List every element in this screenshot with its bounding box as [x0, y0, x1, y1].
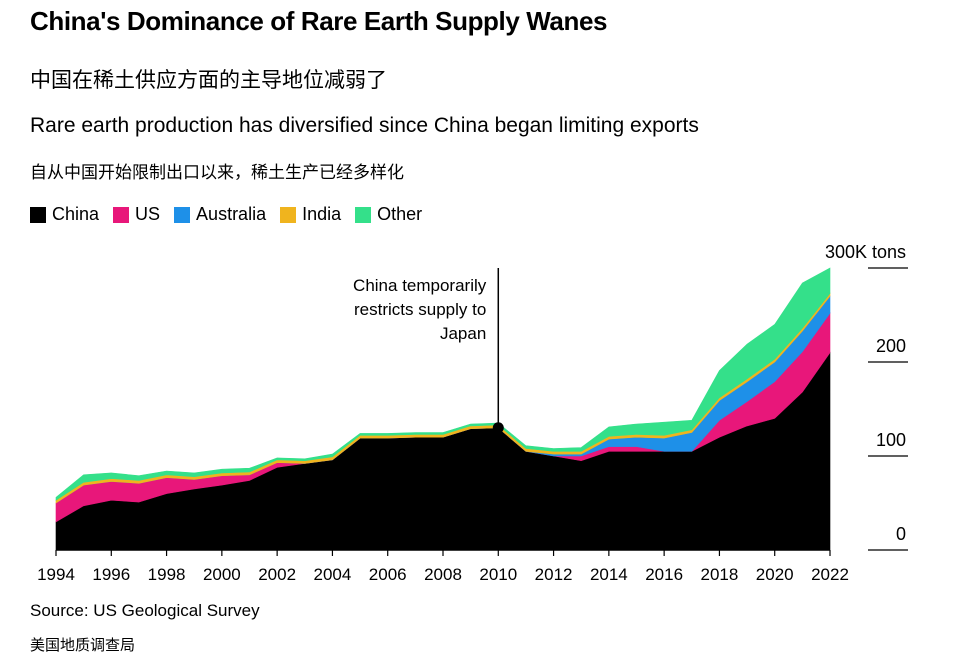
x-tick-label: 1996 [92, 565, 130, 584]
legend-label-india: India [302, 204, 342, 224]
x-tick-label: 2022 [811, 565, 849, 584]
x-tick-label: 2020 [756, 565, 794, 584]
x-tick-label: 2010 [479, 565, 517, 584]
legend-label-china: China [52, 204, 100, 224]
x-tick-label: 2018 [701, 565, 739, 584]
y-tick-label: 0 [896, 524, 906, 544]
x-tick-label: 2012 [535, 565, 573, 584]
x-tick-label: 2004 [314, 565, 352, 584]
x-tick-label: 2014 [590, 565, 628, 584]
source-note: Source: US Geological Survey [30, 601, 260, 620]
area-other [55, 267, 831, 501]
x-tick-label: 2016 [645, 565, 683, 584]
chart-title-chinese: 中国在稀土供应方面的主导地位减弱了 [30, 68, 387, 92]
source-note-chinese: 美国地质调查局 [30, 636, 136, 654]
x-tick-label: 2006 [369, 565, 407, 584]
chart-subtitle-chinese: 自从中国开始限制出口以来，稀土生产已经多样化 [30, 163, 404, 183]
legend-item-india: India [280, 204, 341, 225]
legend-label-other: Other [377, 204, 423, 224]
legend-swatch-china [30, 206, 46, 223]
legend-item-australia: Australia [174, 204, 266, 225]
legend-swatch-india [280, 206, 297, 223]
annotation-text-line: restricts supply to [354, 300, 486, 319]
chart-subtitle: Rare earth production has diversified si… [30, 114, 699, 137]
legend-label-australia: Australia [196, 204, 267, 224]
y-tick-label: 200 [876, 336, 906, 356]
x-tick-label: 1998 [148, 565, 186, 584]
x-tick-label: 1994 [37, 565, 75, 584]
y-axis: 0 100 200 300K tons [825, 242, 908, 551]
x-axis: 1994 1996 1998 2000 2002 2004 2006 2008 2010 2012… [37, 549, 849, 584]
annotation-text-line: China temporarily [353, 276, 487, 295]
legend-item-china: China [30, 204, 99, 225]
area-series-group [55, 267, 831, 551]
annotation-text-line: Japan [440, 324, 486, 343]
annotation-marker [492, 422, 504, 434]
legend-swatch-us [113, 206, 130, 223]
y-tick-label: 300K tons [825, 242, 906, 262]
chart-title: China's Dominance of Rare Earth Supply W… [30, 6, 608, 36]
stacked-area-chart: China temporarily restricts supply to Japa… [37, 242, 908, 584]
annotation-group: China temporarily restricts supply to Japa… [353, 268, 504, 434]
legend-label-us: US [135, 204, 161, 224]
y-tick-label: 100 [876, 430, 906, 450]
x-tick-label: 2002 [258, 565, 296, 584]
legend: China US Australia India Other [30, 204, 436, 225]
x-tick-label: 2008 [424, 565, 462, 584]
legend-swatch-australia [174, 206, 191, 223]
x-tick-label: 2000 [203, 565, 241, 584]
legend-item-us: US [113, 204, 160, 225]
legend-item-other: Other [355, 204, 422, 225]
legend-swatch-other [355, 206, 372, 223]
